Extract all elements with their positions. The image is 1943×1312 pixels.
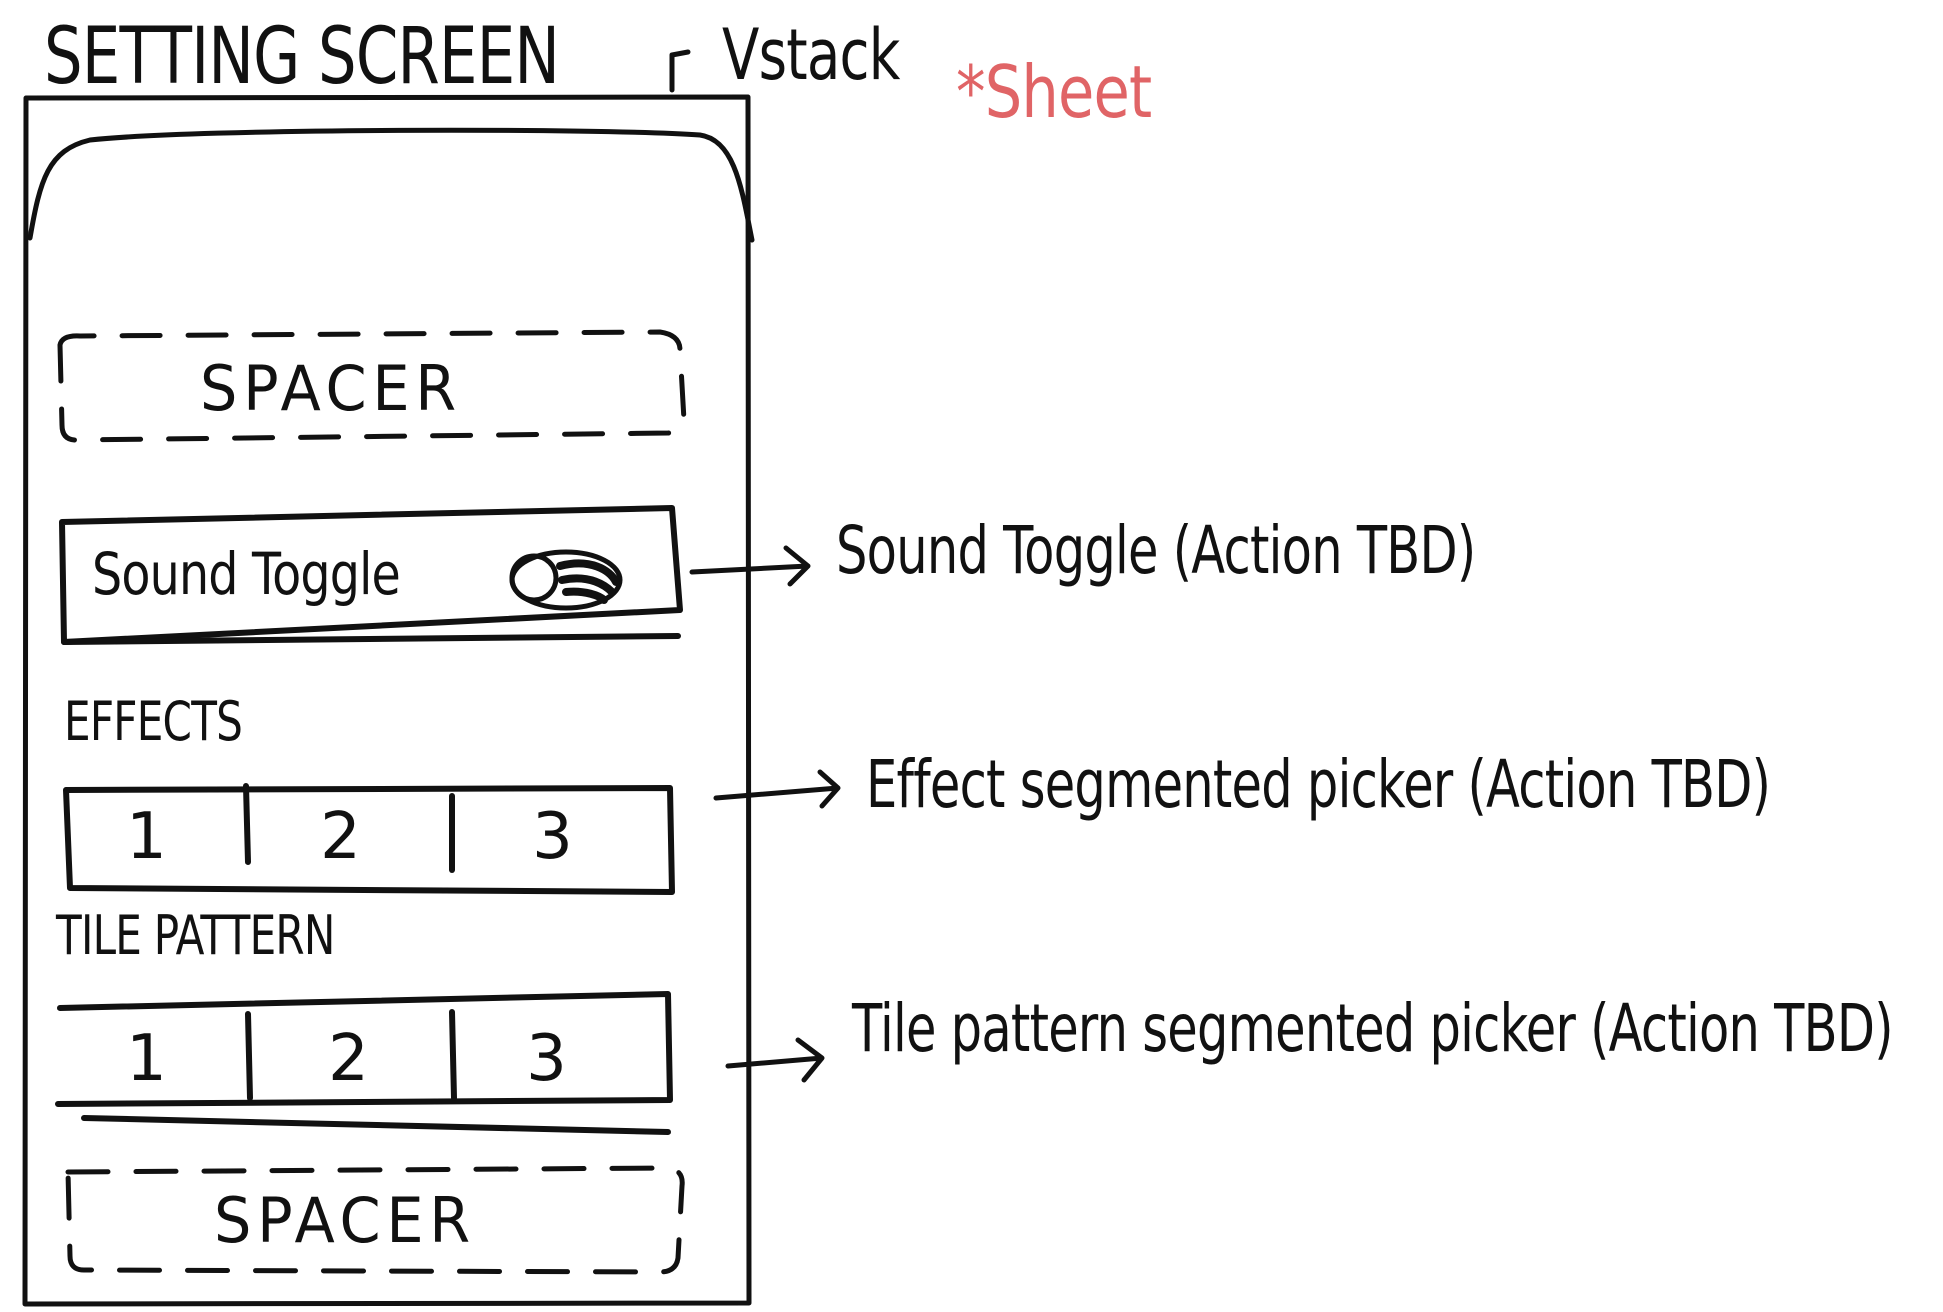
tile-divider-1: [245, 1011, 253, 1101]
tile-divider-2: [449, 1009, 457, 1101]
tile-segment-2[interactable]: 2: [328, 1022, 369, 1096]
tile-segmented-box: [55, 991, 673, 1107]
sound-annotation: Sound Toggle (Action TBD): [836, 512, 1476, 589]
spacer-top-label: SPACER: [200, 352, 462, 425]
spacer-bottom-box: [65, 1165, 685, 1275]
sheet-note: *Sheet: [956, 50, 1152, 134]
spacer-bottom-label: SPACER: [214, 1184, 476, 1257]
tile-segment-3[interactable]: 3: [526, 1022, 567, 1096]
effects-segment-1[interactable]: 1: [126, 800, 167, 874]
effects-segmented-box: [63, 785, 675, 895]
arrow-sound: [689, 545, 811, 587]
effects-annotation: Effect segmented picker (Action TBD): [866, 746, 1771, 823]
tile-annotation: Tile pattern segmented picker (Action TB…: [852, 990, 1894, 1067]
effects-segment-3[interactable]: 3: [532, 800, 573, 874]
effects-divider-1: [243, 783, 251, 865]
sound-toggle-switch[interactable]: [510, 548, 622, 612]
tile-pattern-section-label: TILE PATTERN: [56, 904, 335, 967]
effects-section-label: EFFECTS: [64, 690, 243, 753]
vstack-bracket: [669, 49, 691, 93]
sheet-top-edge: [27, 127, 755, 243]
arrow-effects: [713, 769, 841, 809]
sound-toggle-knob: [509, 553, 559, 603]
device-frame: [22, 94, 752, 1307]
arrow-tile: [725, 1037, 825, 1083]
tile-segment-1[interactable]: 1: [126, 1022, 167, 1096]
sound-row-box: [59, 505, 683, 645]
effects-segment-2[interactable]: 2: [320, 800, 361, 874]
sound-toggle-label: Sound Toggle: [92, 540, 401, 608]
vstack-label: Vstack: [722, 14, 900, 96]
spacer-top-box: [57, 329, 687, 443]
page-title: SETTING SCREEN: [44, 12, 560, 102]
